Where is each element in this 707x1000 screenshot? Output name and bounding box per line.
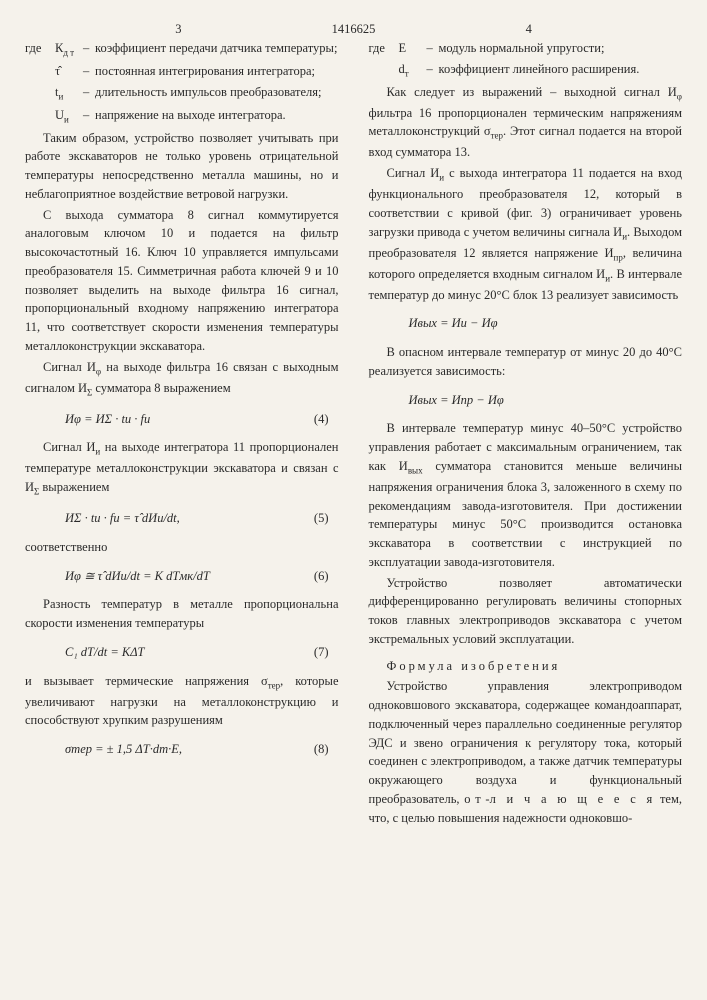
paragraph: Устройство позволяет автоматически диффе… [369,574,683,649]
paragraph: Разность температур в металле пропорцион… [25,595,339,633]
def-symbol: tи [55,83,83,104]
left-page-number: 3 [25,20,332,39]
def-text: коэффициент передачи датчика температуры… [95,39,339,60]
left-column: где Кд т – коэффициент передачи датчика … [25,39,339,830]
paragraph: В интервале температур минус 40–50°С уст… [369,419,683,571]
formula-7: С₁ dT/dt = КΔТ (7) [65,643,339,662]
def-symbol: τ̂ [55,62,83,81]
paragraph: Сигнал Иφ на выходе фильтра 16 связан с … [25,358,339,400]
section-title: Формула изобретения [369,657,683,676]
def-text: коэффициент линейного расширения. [439,60,683,81]
def-symbol: Uи [55,106,83,127]
paragraph: Сигнал Ии с выхода интегратора 11 подает… [369,164,683,304]
def-text: модуль нормальной упругости; [439,39,683,58]
claim-paragraph: Устройство управления электроприводом од… [369,677,683,827]
paragraph: С выхода сумматора 8 сигнал коммутируетс… [25,206,339,356]
right-page-number: 4 [375,20,682,39]
def-text: длительность импульсов преобразователя; [95,83,339,104]
def-text: напряжение на выходе интегратора. [95,106,339,127]
formula-4: Иφ = ИΣ · tи · fи (4) [65,410,339,429]
def-symbol: Кд т [55,39,83,60]
dash: – [83,39,95,60]
paragraph: В опасном интервале температур от минус … [369,343,683,381]
def-symbol: Е [399,39,427,58]
def-row: τ̂ – постоянная интегрирования интеграто… [25,62,339,81]
paragraph: Таким образом, устройство позволяет учит… [25,129,339,204]
paragraph: соответственно [25,538,339,557]
formula-6: Иφ ≅ τ̂ dИи/dt = К dTмк/dT (6) [65,567,339,586]
formula-8: σтер = ± 1,5 ΔТ·dт·Е, (8) [65,740,339,759]
def-row: tи – длительность импульсов преобразоват… [25,83,339,104]
def-text: постоянная интегрирования интегратора; [95,62,339,81]
right-column: где Е – модуль нормальной упругости; dт … [369,39,683,830]
paragraph: Как следует из выражений – выходной сигн… [369,83,683,163]
def-row: где Кд т – коэффициент передачи датчика … [25,39,339,60]
def-row: dт – коэффициент линейного расширения. [369,60,683,81]
def-symbol: dт [399,60,427,81]
def-row: где Е – модуль нормальной упругости; [369,39,683,58]
formula-5: ИΣ · tи · fи = τ̂ dИи/dt, (5) [65,509,339,528]
paragraph: Сигнал Ии на выходе интегратора 11 пропо… [25,438,339,499]
def-row: Uи – напряжение на выходе интегратора. [25,106,339,127]
patent-number: 1416625 [332,20,376,39]
formula-10: Ивых = Ипр − Иφ [409,391,683,410]
def-pre: где [25,39,55,60]
def-pre: где [369,39,399,58]
formula-9: Ивых = Ии − Иφ [409,314,683,333]
paragraph: и вызывает термические напряжения σтер, … [25,672,339,731]
